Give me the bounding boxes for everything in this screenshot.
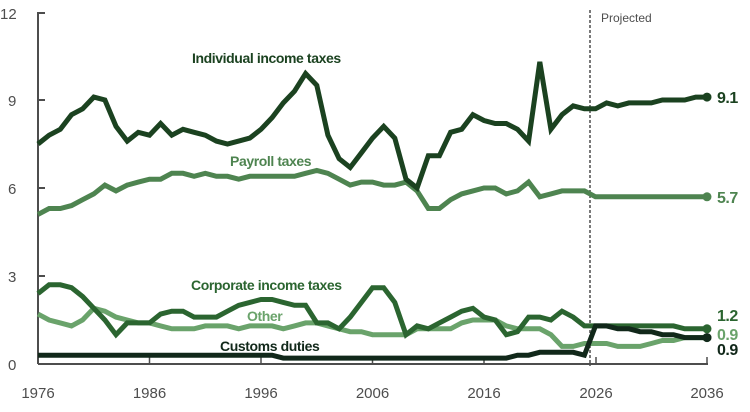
label-individual-income-taxes: Individual income taxes: [192, 50, 341, 66]
label-other: Other: [247, 308, 283, 324]
label-customs-duties: Customs duties: [220, 338, 320, 354]
label-payroll-taxes: Payroll taxes: [230, 153, 312, 169]
label-corporate-income-taxes: Corporate income taxes: [191, 277, 342, 293]
y-tick-3: 3: [8, 269, 16, 286]
x-tick-2006: 2006: [356, 385, 389, 402]
y-tick-9: 9: [8, 93, 16, 110]
x-tick-2016: 2016: [467, 385, 500, 402]
x-tick-2026: 2026: [579, 385, 612, 402]
end-value-corporate: 1.2: [717, 308, 738, 325]
x-tick-1976: 1976: [21, 385, 54, 402]
series-line-individual-income-taxes: [36, 61, 707, 193]
series-line-payroll-taxes: [36, 167, 707, 217]
x-tick-2036: 2036: [690, 385, 723, 402]
x-tick-labels: 1976 1986 1996 2006 2016 2026 2036: [21, 385, 723, 402]
y-axis-ticks: [38, 12, 45, 277]
end-marker-corporate-income-taxes: [702, 324, 712, 334]
end-value-customs: 0.9: [717, 342, 738, 359]
y-tick-labels: 12 9 6 3 0: [0, 6, 17, 374]
end-marker-customs-duties: [702, 333, 712, 343]
y-tick-0: 0: [8, 357, 16, 374]
end-marker-payroll-taxes: [702, 192, 712, 202]
series-line-customs-duties: [38, 323, 707, 361]
y-tick-12: 12: [0, 6, 17, 23]
series-layer: [36, 61, 712, 361]
end-value-other: 0.9: [717, 327, 738, 344]
y-tick-6: 6: [8, 181, 16, 198]
x-tick-1996: 1996: [244, 385, 277, 402]
projected-label: Projected: [601, 11, 652, 25]
end-marker-individual-income-taxes: [702, 92, 712, 102]
x-tick-1986: 1986: [133, 385, 166, 402]
end-value-payroll: 5.7: [717, 190, 738, 207]
end-value-individual: 9.1: [717, 90, 738, 107]
